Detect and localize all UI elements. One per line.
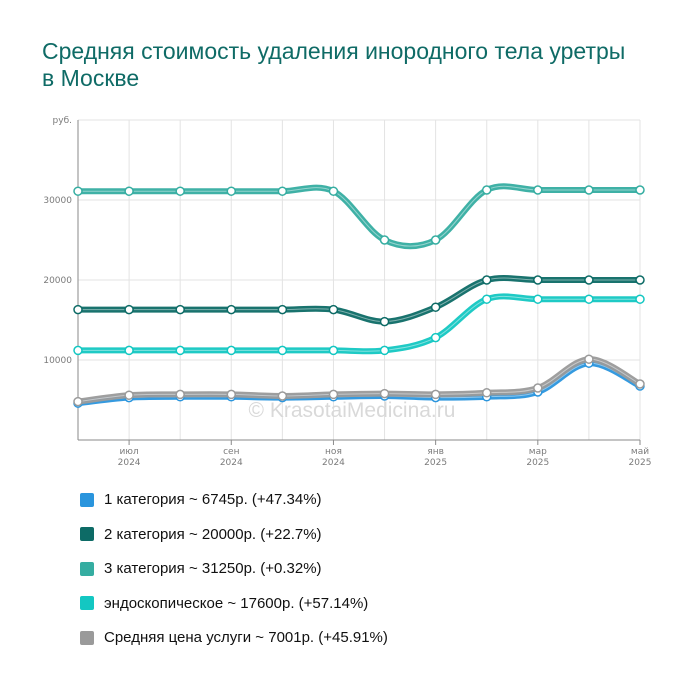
x-tick-label-year: 2025 [526,458,549,468]
x-tick-label-month: ноя [325,447,342,457]
legend-item-3[interactable]: 3 категория ~ 31250р. (+0.32%) [80,557,388,580]
legend-label: 3 категория ~ 31250р. (+0.32%) [104,560,322,577]
series-line-highlight-1 [78,185,640,247]
line-chart: 100002000030000руб.июл2024сен2024ноя2024… [43,116,652,468]
legend-swatch [80,561,94,576]
legend-label: Средняя цена услуги ~ 7001р. (+45.91%) [104,629,388,646]
series-3-point-11 [584,294,594,304]
watermark-text: © KrasotaiMedicina.ru [249,399,456,422]
series-5-point-8 [430,389,441,400]
legend-item-2[interactable]: 2 категория ~ 20000р. (+22.7%) [80,523,388,546]
x-tick-label-year: 2025 [629,458,652,468]
x-tick-label-year: 2024 [220,458,243,468]
x-tick-label-month: мар [529,447,547,457]
series-line-5 [75,356,643,405]
series-1-point-9 [481,185,492,195]
x-tick-label-year: 2024 [118,458,141,468]
series-3-point-4 [226,345,237,356]
series-3-point-2 [124,345,134,356]
series-2-point-9 [481,275,492,285]
legend-swatch [80,492,94,507]
y-tick-label: 10000 [43,356,72,366]
series-5-point-9 [481,388,492,398]
chart-legend: 1 категория ~ 6745р. (+47.34%) 2 категор… [80,488,388,661]
series-2-point-3 [175,304,185,315]
series-2-point-6 [328,304,339,315]
series-3-point-9 [481,294,492,304]
series-2-point-10 [533,275,543,285]
series-3-point-7 [379,345,390,356]
series-2-point-12 [635,275,645,285]
series-1-point-4 [226,186,237,196]
series-2-point-4 [226,304,237,315]
legend-item-5[interactable]: Средняя цена услуги ~ 7001р. (+45.91%) [80,626,388,649]
series-3-point-1 [73,345,83,356]
series-1-point-8 [430,235,441,245]
x-tick-label-month: май [631,447,649,457]
x-tick-label-year: 2025 [424,458,447,468]
y-tick-label: 20000 [43,276,72,286]
series-line-highlight-3 [78,295,640,352]
legend-item-4[interactable]: эндоскопическое ~ 17600р. (+57.14%) [80,592,388,615]
series-5-point-6 [328,389,339,400]
x-tick-label-month: янв [427,447,444,457]
legend-item-1[interactable]: 1 категория ~ 6745р. (+47.34%) [80,488,388,511]
series-5-point-1 [73,396,83,407]
series-1-point-11 [584,185,594,195]
series-5-point-12 [635,379,645,389]
legend-label: 2 категория ~ 20000р. (+22.7%) [104,525,322,543]
x-tick-label-year: 2024 [322,458,345,468]
legend-label: 1 категория ~ 6745р. (+47.34%) [104,491,322,508]
series-line-3 [75,293,643,355]
series-2-point-11 [584,275,594,285]
legend-label: эндоскопическое ~ 17600р. (+57.14%) [104,594,369,612]
series-3-point-8 [430,332,441,343]
series-3-point-3 [175,345,185,356]
series-5-point-3 [175,389,185,400]
series-1-point-1 [73,186,83,196]
series-1-point-5 [277,186,288,196]
series-2-point-2 [124,304,134,315]
series-1-point-6 [328,186,339,196]
legend-swatch [80,527,94,541]
series-3-point-5 [277,345,288,356]
series-5-point-10 [533,383,543,393]
series-3-point-6 [328,345,339,356]
series-3-point-12 [635,294,645,304]
series-5-point-7 [379,388,390,399]
series-2-point-5 [277,304,288,315]
series-2-point-7 [379,316,390,327]
series-1-point-10 [533,185,543,195]
series-1-point-7 [379,235,390,245]
series-1-point-3 [175,186,185,196]
series-5-point-11 [584,354,594,364]
series-3-point-10 [533,294,543,304]
series-1-point-2 [124,186,134,196]
x-tick-label-month: сен [223,447,239,457]
series-5-point-2 [124,390,134,400]
y-tick-label: 30000 [43,196,72,206]
series-5-point-4 [226,389,237,400]
series-2-point-1 [73,304,83,315]
series-2-point-8 [430,302,441,312]
chart-title: Средняя стоимость удаления инородного те… [42,38,626,91]
series-5-point-5 [277,391,288,401]
x-tick-label-month: июл [119,447,138,457]
legend-swatch [80,630,94,645]
legend-swatch [80,596,94,610]
series-1-point-12 [635,185,645,195]
y-axis-unit-label: руб. [53,116,72,126]
